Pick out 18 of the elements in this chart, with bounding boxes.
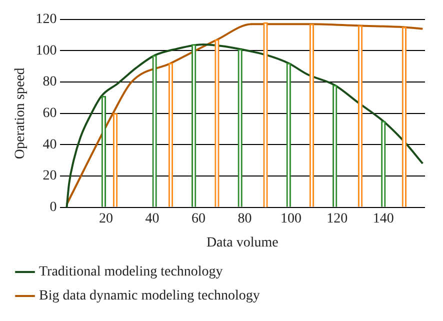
y-tick-label: 100 [36,43,57,58]
x-tick-label: 100 [280,211,302,226]
legend-label: Big data dynamic modeling technology [39,288,260,304]
y-tick-label: 120 [36,12,57,28]
y-tick-label: 80 [42,74,57,90]
x-tick-label: 60 [191,211,206,226]
x-tick-label: 120 [326,211,348,226]
y-tick-label: 0 [50,200,57,216]
y-tick-label: 20 [42,168,57,184]
x-tick-label: 80 [238,211,252,226]
legend-label: Traditional modeling technology [39,264,223,280]
y-tick-label: 60 [42,106,57,122]
x-tick-label: 20 [99,211,114,226]
x-tick-label: 40 [145,211,160,226]
y-tick-label: 40 [42,137,57,152]
y-axis-title: Operation speed [13,68,28,160]
x-tick-label: 140 [372,211,394,226]
x-axis-title: Data volume [206,235,278,250]
